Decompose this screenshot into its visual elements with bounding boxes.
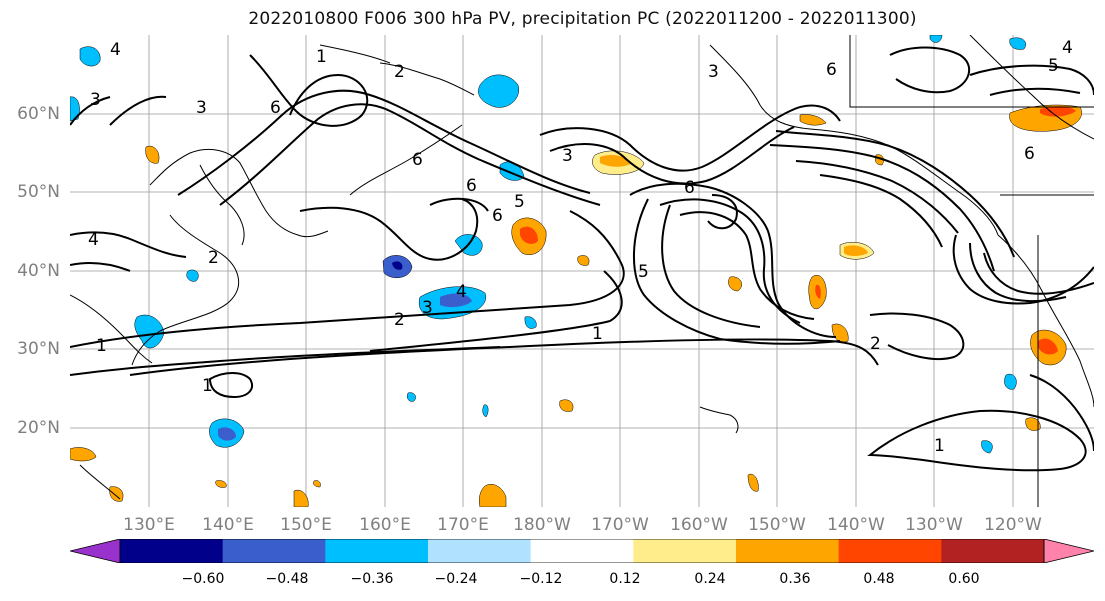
lon-label-180w: 180°W: [513, 515, 571, 535]
contour-label-5b: 5: [638, 262, 649, 282]
contour-label-4b: 4: [456, 282, 467, 302]
map-title: 2022010800 F006 300 hPa PV, precipitatio…: [248, 9, 917, 29]
colorbar-tick-8: 0.36: [779, 571, 811, 587]
colorbar-segment: [120, 539, 224, 563]
colorbar-tick-10: 0.60: [948, 571, 980, 587]
contour-label-1a: 1: [316, 47, 327, 67]
contour-label-4c: 4: [1062, 38, 1073, 58]
contour-label-6f: 6: [1024, 144, 1035, 164]
contour-label-6a: 6: [270, 98, 281, 118]
lon-label-170e: 170°E: [437, 515, 489, 535]
contour-label-5c: 5: [1048, 56, 1059, 76]
colorbar-extend-high: [1043, 539, 1094, 563]
contour-labels: 1 2 3 3 6 6 3 6 6 5 6 4 2 5 4 3 2 1 1 2 …: [88, 38, 1073, 456]
contour-label-6d: 6: [466, 176, 477, 196]
lat-label-20n: 20°N: [17, 418, 60, 438]
lon-label-140e: 140°E: [202, 515, 254, 535]
contour-label-6c: 6: [684, 178, 695, 198]
colorbar-tick-4: −0.24: [434, 571, 478, 587]
lon-label-150e: 150°E: [280, 515, 332, 535]
colorbar-segment: [838, 539, 942, 563]
colorbar-segment: [941, 539, 1045, 563]
contour-label-4d: 4: [110, 40, 121, 60]
contour-label-1d: 1: [934, 436, 945, 456]
colorbar: [70, 539, 1094, 563]
contour-label-2a: 2: [394, 62, 405, 82]
contour-label-3c: 3: [562, 146, 573, 166]
lat-label-50n: 50°N: [17, 182, 60, 202]
contour-label-6b: 6: [412, 150, 423, 170]
colorbar-segment: [736, 539, 840, 563]
colorbar-extend-low: [70, 539, 121, 563]
map-canvas: 1 2 3 3 6 6 3 6 6 5 6 4 2 5 4 3 2 1 1 2 …: [70, 35, 1094, 507]
pv-contours: [70, 46, 1094, 472]
lat-label-40n: 40°N: [17, 261, 60, 281]
lon-label-170w: 170°W: [591, 515, 649, 535]
contour-label-3b: 3: [196, 98, 207, 118]
colorbar-tick-7: 0.24: [694, 571, 726, 587]
lat-label-60n: 60°N: [17, 104, 60, 124]
colorbar-segment: [633, 539, 737, 563]
colorbar-tick-1: −0.60: [181, 571, 225, 587]
lon-label-130e: 130°E: [123, 515, 175, 535]
contour-label-3e: 3: [708, 62, 719, 82]
map-panel: 1 2 3 3 6 6 3 6 6 5 6 4 2 5 4 3 2 1 1 2 …: [70, 35, 1094, 507]
contour-label-3d: 3: [422, 298, 433, 318]
colorbar-segment: [530, 539, 634, 563]
colorbar-segments: [70, 539, 1094, 563]
colorbar-segment: [222, 539, 326, 563]
colorbar-tick-6: 0.12: [609, 571, 641, 587]
lat-label-30n: 30°N: [17, 339, 60, 359]
contour-label-5a: 5: [514, 192, 525, 212]
graticule: [70, 35, 1094, 507]
lon-label-160w: 160°W: [670, 515, 728, 535]
colorbar-tick-3: −0.36: [350, 571, 394, 587]
contour-label-2d: 2: [870, 334, 881, 354]
contour-label-3a: 3: [90, 90, 101, 110]
contour-label-6g: 6: [826, 60, 837, 80]
colorbar-segment: [428, 539, 532, 563]
lon-label-160e: 160°E: [359, 515, 411, 535]
lon-label-150w: 150°W: [748, 515, 806, 535]
contour-label-1b: 1: [592, 324, 603, 344]
lon-label-140w: 140°W: [827, 515, 885, 535]
colorbar-tick-2: −0.48: [265, 571, 309, 587]
lon-label-120w: 120°W: [984, 515, 1042, 535]
lon-label-130w: 130°W: [905, 515, 963, 535]
colorbar-segment: [325, 539, 429, 563]
colorbar-tick-9: 0.48: [863, 571, 895, 587]
contour-label-6e: 6: [492, 206, 503, 226]
contour-label-1e: 1: [202, 376, 213, 396]
contour-label-2c: 2: [394, 310, 405, 330]
contour-label-2b: 2: [208, 248, 219, 268]
colorbar-tick-5: −0.12: [519, 571, 563, 587]
coastlines: [70, 35, 1094, 507]
contour-label-4a: 4: [88, 230, 99, 250]
contour-label-1c: 1: [96, 336, 107, 356]
